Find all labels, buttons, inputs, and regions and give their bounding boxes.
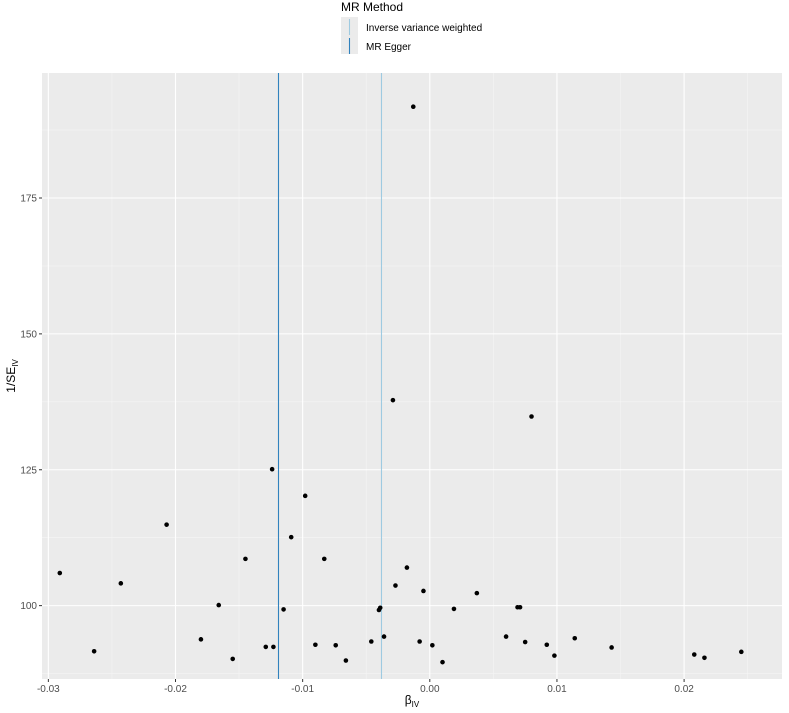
legend-title: MR Method — [341, 0, 403, 14]
data-point — [216, 602, 222, 608]
data-point — [417, 639, 422, 644]
x-tick-label: 0.02 — [674, 684, 694, 695]
data-point — [369, 639, 374, 644]
data-point — [529, 414, 534, 419]
x-tick-label: -0.02 — [164, 684, 187, 695]
data-point — [404, 565, 410, 570]
data-point — [333, 643, 339, 648]
data-point — [321, 556, 327, 562]
data-point — [552, 653, 557, 658]
data-point — [572, 635, 578, 641]
x-tick-label: 0.00 — [420, 684, 440, 695]
data-point — [263, 644, 269, 650]
y-axis-title: 1/SEIV — [4, 359, 20, 393]
data-point — [430, 643, 435, 648]
data-point — [739, 649, 744, 655]
y-tick-label: 100 — [20, 601, 37, 612]
x-tick-label: 0.01 — [547, 684, 567, 695]
data-point — [440, 659, 445, 665]
plot-panel — [42, 73, 782, 679]
legend-label: MR Egger — [366, 42, 412, 53]
data-point — [281, 607, 286, 612]
data-point — [421, 588, 426, 594]
data-point — [313, 642, 318, 648]
y-tick-label: 125 — [20, 465, 37, 476]
data-point — [390, 397, 396, 403]
x-axis-title: βIV — [405, 693, 420, 709]
legend-label: Inverse variance weighted — [366, 23, 482, 34]
data-point — [57, 570, 63, 576]
data-point — [381, 634, 387, 639]
data-point — [451, 606, 457, 612]
data-point — [164, 522, 169, 527]
data-point — [503, 634, 509, 639]
data-point — [474, 590, 480, 596]
legend-key-background — [341, 17, 358, 54]
data-point — [343, 658, 349, 663]
data-point — [118, 581, 124, 586]
data-point — [393, 583, 398, 588]
data-point — [243, 556, 248, 562]
x-tick-label: -0.03 — [37, 684, 60, 695]
data-point — [544, 642, 550, 648]
data-point — [288, 534, 294, 540]
y-tick-label: 175 — [20, 194, 37, 205]
data-point — [302, 493, 308, 499]
data-point — [691, 652, 697, 657]
y-tick-label: 150 — [20, 329, 37, 340]
data-point — [377, 605, 383, 611]
data-point — [198, 637, 204, 642]
x-tick-label: -0.01 — [291, 684, 314, 695]
data-point — [230, 656, 236, 662]
data-point — [91, 648, 97, 654]
data-point — [410, 104, 416, 109]
legend: MR Method Inverse variance weighted MR Eg… — [341, 0, 482, 54]
data-point — [702, 655, 707, 661]
data-point — [269, 466, 275, 472]
data-point — [609, 645, 614, 650]
data-point — [517, 604, 523, 610]
data-point — [522, 639, 528, 645]
data-point — [271, 644, 276, 650]
